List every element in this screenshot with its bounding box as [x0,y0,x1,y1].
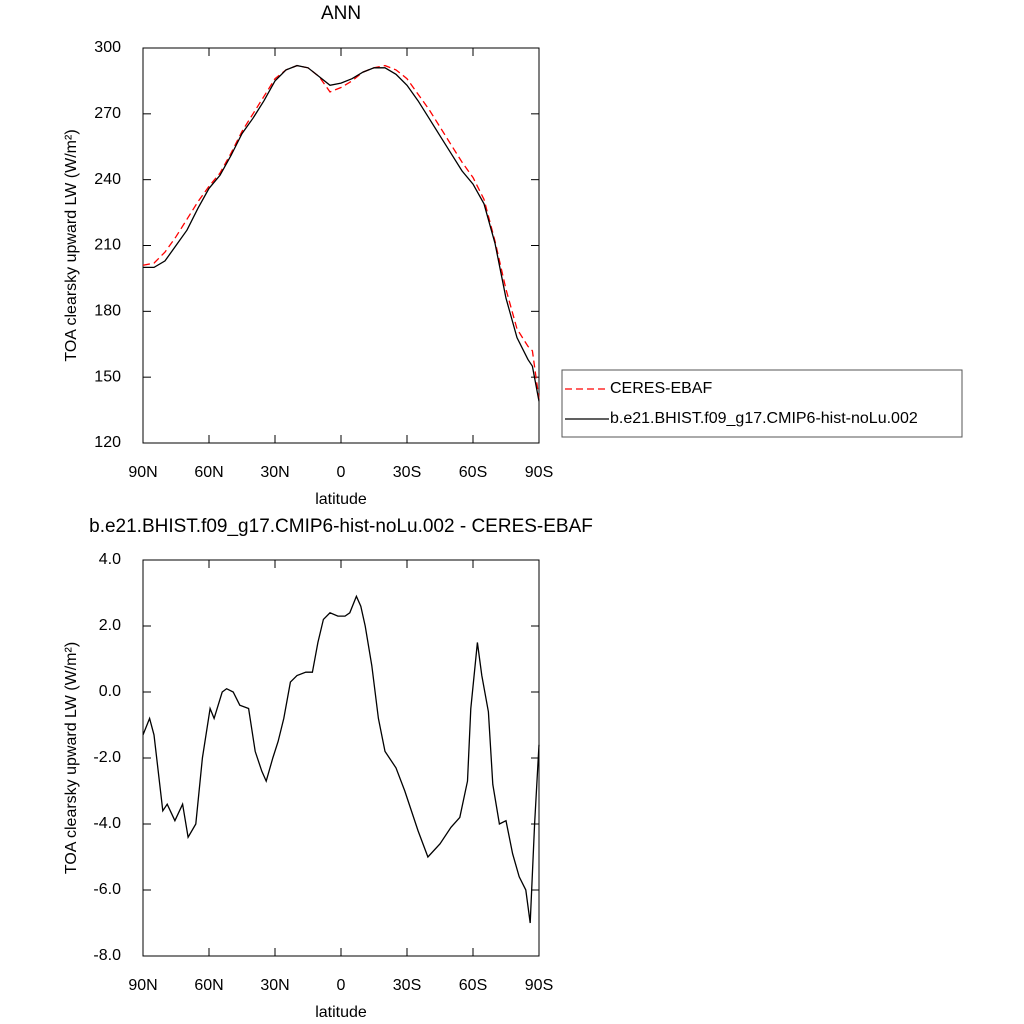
y-tick-label: 210 [94,237,121,254]
series-line [143,64,540,402]
y-tick-label: 180 [94,303,121,320]
series-line [142,594,540,924]
y-tick-label: -6.0 [93,881,121,898]
x-axis-label: latitude [315,491,367,508]
y-tick-label: 0.0 [99,683,121,700]
y-tick-label: -4.0 [93,815,121,832]
y-tick-label: -8.0 [93,947,121,964]
x-tick-label: 30S [393,464,421,481]
y-tick-label: 120 [94,434,121,451]
x-tick-label: 90N [128,977,157,994]
plot-frame [142,47,540,444]
y-tick-label: 4.0 [99,551,121,568]
x-tick-label: 60S [459,977,487,994]
x-tick-label: 60N [194,464,223,481]
chart-title: b.e21.BHIST.f09_g17.CMIP6-hist-noLu.002 … [89,516,593,537]
y-axis-label: TOA clearsky upward LW (W/m²) [63,642,80,874]
x-tick-label: 30N [260,977,289,994]
legend-label: b.e21.BHIST.f09_g17.CMIP6-hist-noLu.002 [610,410,918,427]
y-tick-label: -2.0 [93,749,121,766]
legend-label: CERES-EBAF [610,380,712,397]
x-tick-label: 90N [128,464,157,481]
x-tick-label: 60S [459,464,487,481]
y-tick-label: 300 [94,39,121,56]
y-tick-label: 2.0 [99,617,121,634]
y-tick-label: 240 [94,171,121,188]
legend-box [561,369,963,438]
x-tick-label: 60N [194,977,223,994]
x-tick-label: 0 [337,977,346,994]
chart-title: ANN [321,3,361,24]
y-tick-label: 270 [94,105,121,122]
x-tick-label: 90S [525,464,553,481]
x-axis-label: latitude [315,1004,367,1021]
y-tick-label: 150 [94,368,121,385]
x-tick-label: 0 [337,464,346,481]
x-tick-label: 90S [525,977,553,994]
series-line [142,64,540,400]
x-tick-label: 30S [393,977,421,994]
plot-frame [142,559,540,957]
y-axis-label: TOA clearsky upward LW (W/m²) [63,129,80,361]
x-tick-label: 30N [260,464,289,481]
